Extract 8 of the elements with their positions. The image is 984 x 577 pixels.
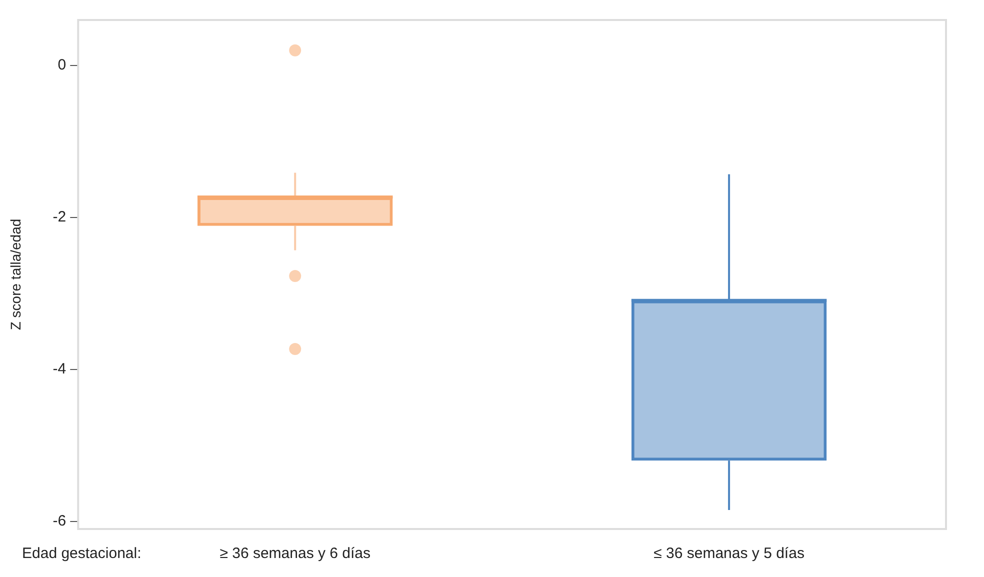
x-tick-label: ≤ 36 semanas y 5 días — [654, 545, 804, 562]
y-tick-label: -4 — [52, 360, 66, 378]
y-axis-title: Z score talla/edad — [7, 218, 24, 330]
y-tick-label: -2 — [52, 208, 66, 226]
y-tick-label: 0 — [58, 56, 66, 74]
x-tick-label: ≥ 36 semanas y 6 días — [220, 545, 371, 562]
x-axis-title: Edad gestacional: — [22, 545, 142, 562]
y-tick-label: -6 — [52, 512, 66, 530]
